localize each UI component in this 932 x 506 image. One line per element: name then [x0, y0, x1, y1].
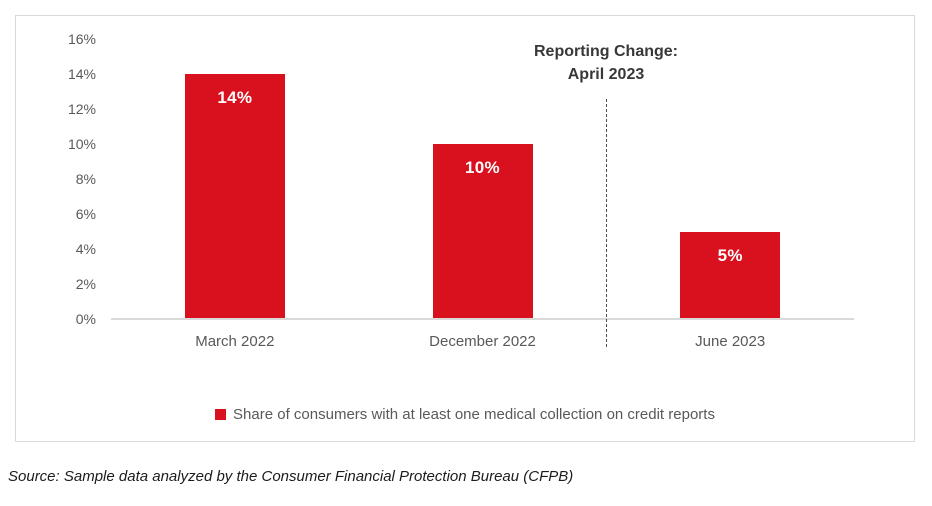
x-category-label: December 2022	[429, 333, 536, 350]
reporting-change-divider-line	[606, 99, 607, 347]
bar-december-2022: 10%	[432, 144, 533, 319]
legend-swatch-icon	[215, 409, 227, 420]
annotation-line1: Reporting Change:	[534, 43, 678, 60]
x-category-label: March 2022	[195, 333, 275, 350]
y-tick-label: 4%	[75, 241, 96, 257]
legend-label: Share of consumers with at least one med…	[233, 406, 715, 423]
bar-june-2023: 5%	[680, 231, 781, 319]
y-axis: 0% 2% 4% 6% 8% 10% 12% 14% 16%	[16, 31, 96, 327]
y-tick-label: 2%	[75, 276, 96, 292]
y-tick-label: 14%	[67, 66, 96, 82]
bar-series: 14% 10% 5%	[111, 39, 854, 319]
y-tick-label: 10%	[67, 136, 96, 152]
y-tick-label: 8%	[75, 171, 96, 187]
bar-slot: 10%	[359, 39, 607, 319]
bar-march-2022: 14%	[184, 74, 285, 319]
bar-slot: 14%	[111, 39, 359, 319]
legend: Share of consumers with at least one med…	[16, 406, 914, 423]
bar-value-label: 5%	[717, 245, 743, 265]
y-tick-label: 0%	[75, 311, 96, 327]
x-category-label: June 2023	[695, 333, 766, 350]
reporting-change-annotation: Reporting Change: April 2023	[456, 40, 756, 86]
x-axis-line	[111, 318, 854, 320]
plot-area: 14% 10% 5%	[111, 39, 854, 320]
annotation-line2: April 2023	[567, 66, 645, 83]
bar-value-label: 10%	[465, 158, 500, 177]
y-tick-label: 16%	[67, 31, 96, 47]
bar-value-label: 14%	[217, 88, 253, 107]
bar-slot: 5%	[606, 39, 854, 319]
source-note: Source: Sample data analyzed by the Cons…	[8, 468, 574, 485]
x-axis: March 2022 December 2022 June 2023	[111, 333, 854, 350]
y-tick-label: 6%	[75, 206, 96, 222]
y-tick-label: 12%	[67, 101, 96, 117]
chart-container: 0% 2% 4% 6% 8% 10% 12% 14% 16% 14% 10% 5% Reportin…	[15, 15, 915, 442]
